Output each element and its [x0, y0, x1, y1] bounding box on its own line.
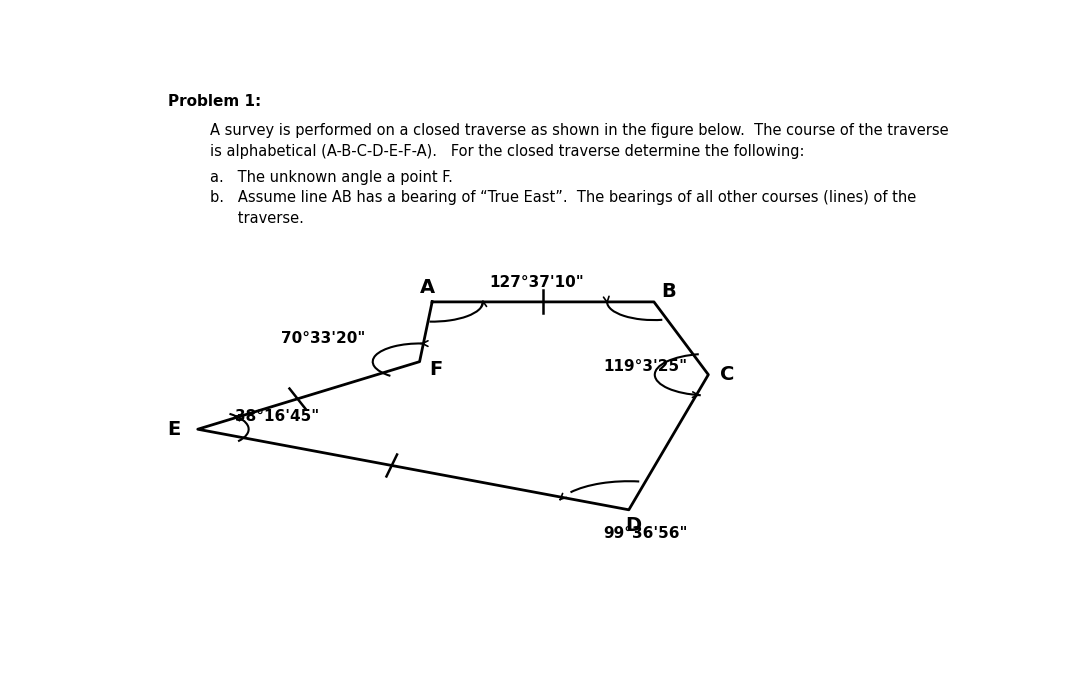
Text: 127°37'10": 127°37'10" — [489, 275, 584, 290]
Text: 38°16'45": 38°16'45" — [235, 409, 320, 424]
Text: B: B — [662, 282, 676, 301]
Text: F: F — [430, 360, 443, 379]
Text: C: C — [719, 365, 734, 384]
Text: traverse.: traverse. — [211, 211, 305, 226]
Text: A: A — [420, 278, 435, 297]
Text: 99°36'56": 99°36'56" — [604, 526, 688, 541]
Text: is alphabetical (A-B-C-D-E-F-A).   For the closed traverse determine the followi: is alphabetical (A-B-C-D-E-F-A). For the… — [211, 144, 805, 159]
Text: A survey is performed on a closed traverse as shown in the figure below.  The co: A survey is performed on a closed traver… — [211, 123, 949, 138]
Text: E: E — [167, 420, 181, 439]
Text: Problem 1:: Problem 1: — [168, 94, 261, 109]
Text: 70°33'20": 70°33'20" — [281, 331, 365, 346]
Text: D: D — [625, 516, 642, 535]
Text: 119°3'25": 119°3'25" — [604, 359, 688, 375]
Text: b.   Assume line AB has a bearing of “True East”.  The bearings of all other cou: b. Assume line AB has a bearing of “True… — [211, 190, 917, 205]
Text: a.   The unknown angle a point F.: a. The unknown angle a point F. — [211, 170, 454, 186]
